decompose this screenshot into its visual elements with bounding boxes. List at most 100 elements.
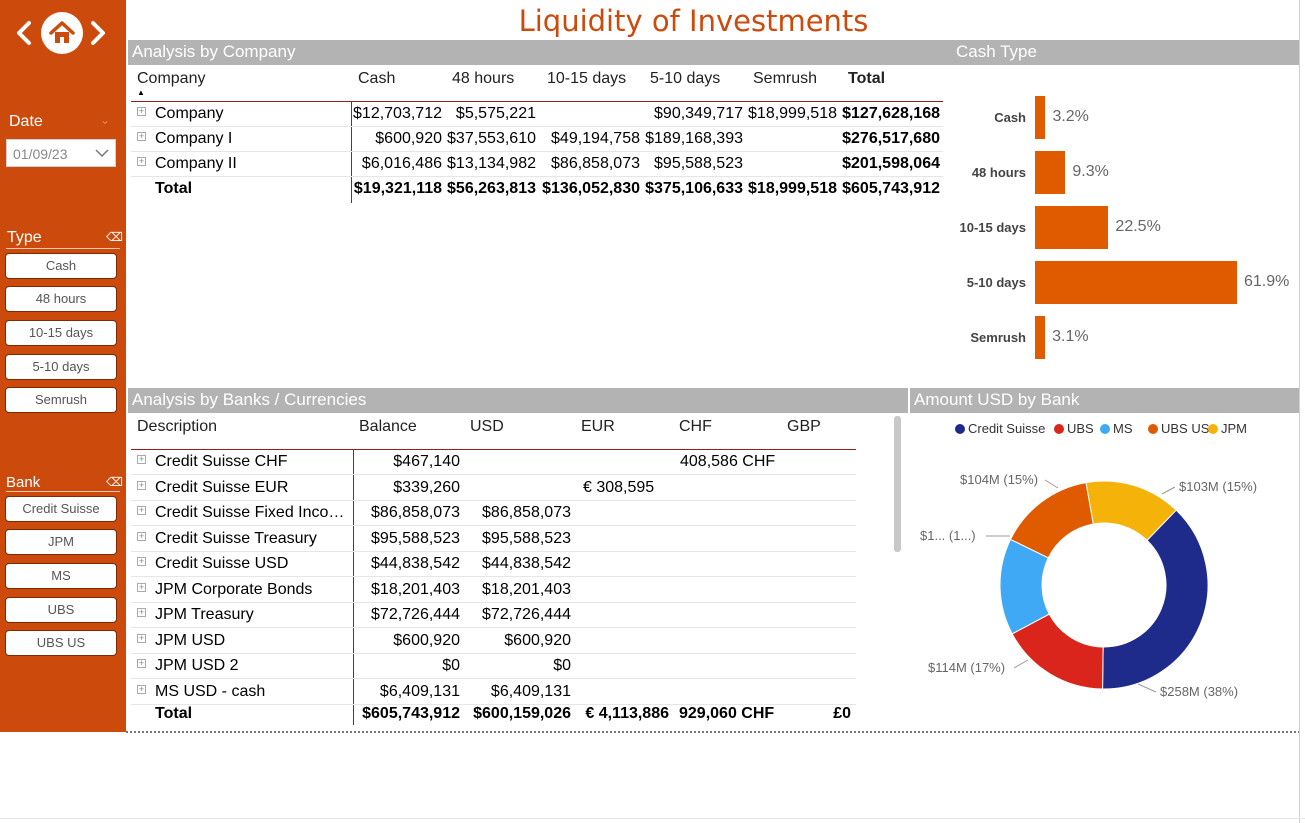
cell-company: Company II <box>155 155 237 172</box>
legend-label: UBS US <box>1161 421 1210 436</box>
type-slicer-48-hours[interactable]: 48 hours <box>5 286 117 312</box>
cell-total: $127,628,168 <box>842 105 940 122</box>
expand-icon[interactable]: + <box>137 632 146 643</box>
cell-description: Credit Suisse Treasury <box>155 529 317 547</box>
table-row[interactable]: + Credit Suisse EUR $339,260 € 308,595 <box>131 476 856 501</box>
bar[interactable] <box>1035 316 1046 359</box>
expand-icon[interactable]: + <box>137 505 146 515</box>
bank-slicer-ubs[interactable]: UBS <box>5 597 117 623</box>
date-dropdown[interactable]: 01/09/23 <box>6 139 116 167</box>
total-row: Total $19,321,118 $56,263,813 $136,052,8… <box>131 177 943 202</box>
cell-description: JPM Treasury <box>155 606 254 623</box>
column-header-total[interactable]: Total <box>848 70 886 87</box>
expand-icon[interactable]: + <box>137 156 146 166</box>
donut-slice[interactable] <box>1009 482 1094 559</box>
bar[interactable] <box>1035 261 1237 304</box>
expand-icon[interactable]: + <box>137 454 146 464</box>
type-slicer-5-10-days[interactable]: 5-10 days <box>5 354 117 380</box>
section-header-cash-type: Cash Type <box>952 40 1299 65</box>
leader-line <box>1161 486 1176 495</box>
cell-value: $86,858,073 <box>371 504 460 521</box>
column-header-eur[interactable]: EUR <box>581 418 615 435</box>
type-slicer-cash[interactable]: Cash <box>5 253 117 279</box>
table-row[interactable]: + JPM Treasury $72,726,444 $72,726,444 <box>131 603 856 628</box>
cell-company: Company I <box>155 130 233 147</box>
eraser-icon[interactable]: ⌫ <box>106 475 123 489</box>
table-row[interactable]: + Company II $6,016,486 $13,134,982 $86,… <box>131 152 943 177</box>
column-header-company[interactable]: Company <box>137 70 206 87</box>
cell-value: $189,168,393 <box>645 130 743 147</box>
column-header-chf[interactable]: CHF <box>679 418 712 435</box>
column-header-5-10-days[interactable]: 5-10 days <box>650 70 721 87</box>
legend-dot <box>1208 424 1218 434</box>
chevron-down-icon: ⌄ <box>100 113 111 127</box>
bar[interactable] <box>1035 96 1046 139</box>
table-row[interactable]: + JPM USD $600,920 $600,920 <box>131 629 856 654</box>
expand-icon[interactable]: + <box>137 683 146 694</box>
expand-icon[interactable]: + <box>137 658 146 668</box>
expand-icon[interactable]: + <box>137 479 146 490</box>
table-row[interactable]: + JPM Corporate Bonds $18,201,403 $18,201,4… <box>131 578 856 603</box>
forward-arrow-icon[interactable] <box>86 18 110 50</box>
expand-icon[interactable]: + <box>137 556 146 566</box>
column-header-48-hours[interactable]: 48 hours <box>452 70 515 87</box>
bar[interactable] <box>1035 206 1109 249</box>
bank-slicer-jpm[interactable]: JPM <box>5 529 117 555</box>
table-row[interactable]: + Credit Suisse USD $44,838,542 $44,838,542 <box>131 552 856 577</box>
legend-dot <box>955 424 965 434</box>
legend-item[interactable]: Credit Suisse <box>955 421 1045 436</box>
chevron-down-icon <box>95 149 109 158</box>
eraser-icon[interactable]: ⌫ <box>106 230 123 244</box>
cell-total: $19,321,118 <box>353 180 442 197</box>
column-header-semrush[interactable]: Semrush <box>753 70 818 87</box>
cell-total: $605,743,912 <box>842 180 940 197</box>
cell-total-label: Total <box>155 705 193 722</box>
cell-value: $13,134,982 <box>447 155 536 172</box>
back-arrow-icon[interactable] <box>12 18 36 50</box>
table-row[interactable]: + Credit Suisse Fixed Inco… $86,858,073 $86… <box>131 501 856 526</box>
column-header-balance[interactable]: Balance <box>359 418 417 435</box>
bank-slicer-credit-suisse[interactable]: Credit Suisse <box>5 496 117 522</box>
column-header-cash[interactable]: Cash <box>358 70 396 87</box>
cell-value: $6,409,131 <box>490 682 571 700</box>
column-header-usd[interactable]: USD <box>470 418 504 435</box>
cell-description: Credit Suisse CHF <box>155 453 288 470</box>
donut-data-label: $1... (1...) <box>920 528 976 543</box>
expand-icon[interactable]: + <box>137 131 146 141</box>
table-row[interactable]: + Company $12,703,712 $5,575,221 $90,349… <box>131 102 943 127</box>
type-slicer-10-15-days[interactable]: 10-15 days <box>5 320 117 346</box>
donut-slice[interactable] <box>1102 509 1209 690</box>
expand-icon[interactable]: + <box>137 607 146 617</box>
type-slicer-semrush[interactable]: Semrush <box>5 387 117 413</box>
table-row[interactable]: + MS USD - cash $6,409,131 $6,409,131 <box>131 680 856 705</box>
bar[interactable] <box>1035 151 1066 194</box>
bank-slicer-ubs-us[interactable]: UBS US <box>5 630 117 656</box>
legend-dot <box>1100 424 1110 434</box>
table-row[interactable]: + JPM USD 2 $0 $0 <box>131 654 856 679</box>
cash-type-bar-chart: Cash 3.2% 48 hours 9.3% 10-15 days 22.5% 5-10 … <box>952 66 1299 386</box>
expand-icon[interactable]: + <box>137 530 146 541</box>
expand-icon[interactable]: + <box>137 581 146 592</box>
table-row[interactable]: + Credit Suisse CHF $467,140 408,586 CHF <box>131 450 856 475</box>
bank-slicer-ms[interactable]: MS <box>5 563 117 589</box>
home-button[interactable] <box>41 12 83 54</box>
column-header-description[interactable]: Description <box>137 418 218 435</box>
table-row[interactable]: + Company I $600,920 $37,553,610 $49,194… <box>131 127 943 152</box>
cell-total: $375,106,633 <box>645 180 743 197</box>
table-row[interactable]: + Credit Suisse Treasury $95,588,523 $95,58… <box>131 527 856 552</box>
scrollbar[interactable] <box>894 416 901 552</box>
cell-description: Credit Suisse Fixed Inco… <box>155 504 345 521</box>
legend-item[interactable]: UBS US <box>1148 421 1209 436</box>
legend-item[interactable]: MS <box>1100 421 1133 436</box>
leader-line <box>1013 659 1029 669</box>
column-header-10-15-days[interactable]: 10-15 days <box>547 70 627 87</box>
legend-item[interactable]: JPM <box>1208 421 1247 436</box>
legend-item[interactable]: UBS <box>1054 421 1094 436</box>
donut-data-label: $104M (15%) <box>960 472 1039 487</box>
column-header-gbp[interactable]: GBP <box>787 418 821 435</box>
bar-category-label: Cash <box>994 110 1026 125</box>
expand-icon[interactable]: + <box>137 106 146 116</box>
bar-category-label: 5-10 days <box>966 275 1026 290</box>
divider <box>6 248 120 249</box>
home-icon <box>49 21 75 43</box>
